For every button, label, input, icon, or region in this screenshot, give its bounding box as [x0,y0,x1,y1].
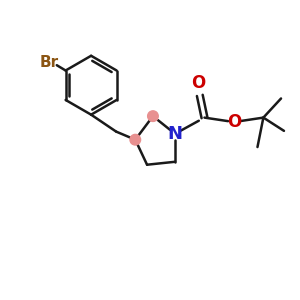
Circle shape [148,111,158,122]
Text: Br: Br [40,55,59,70]
Text: O: O [191,74,206,92]
Text: N: N [168,124,183,142]
Text: O: O [227,113,241,131]
Circle shape [130,134,141,145]
